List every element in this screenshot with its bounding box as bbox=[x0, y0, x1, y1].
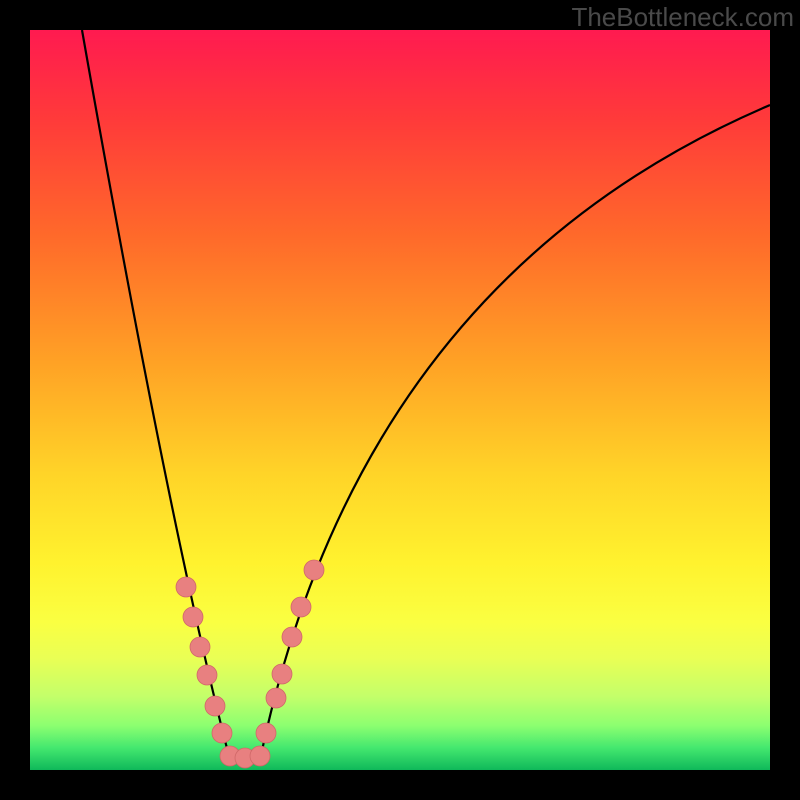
data-marker bbox=[304, 560, 324, 580]
data-marker bbox=[250, 746, 270, 766]
data-marker bbox=[190, 637, 210, 657]
data-marker bbox=[266, 688, 286, 708]
data-marker bbox=[183, 607, 203, 627]
border-left bbox=[0, 0, 30, 800]
border-right bbox=[770, 0, 800, 800]
plot-area bbox=[30, 30, 770, 770]
data-marker bbox=[197, 665, 217, 685]
bottleneck-curve bbox=[82, 30, 770, 762]
data-marker bbox=[205, 696, 225, 716]
data-marker bbox=[291, 597, 311, 617]
data-marker bbox=[282, 627, 302, 647]
data-marker bbox=[272, 664, 292, 684]
watermark-text: TheBottleneck.com bbox=[571, 2, 794, 33]
chart-svg bbox=[30, 30, 770, 770]
data-marker bbox=[176, 577, 196, 597]
data-marker bbox=[212, 723, 232, 743]
marker-group bbox=[176, 560, 324, 768]
border-bottom bbox=[0, 770, 800, 800]
chart-frame: TheBottleneck.com bbox=[0, 0, 800, 800]
data-marker bbox=[256, 723, 276, 743]
